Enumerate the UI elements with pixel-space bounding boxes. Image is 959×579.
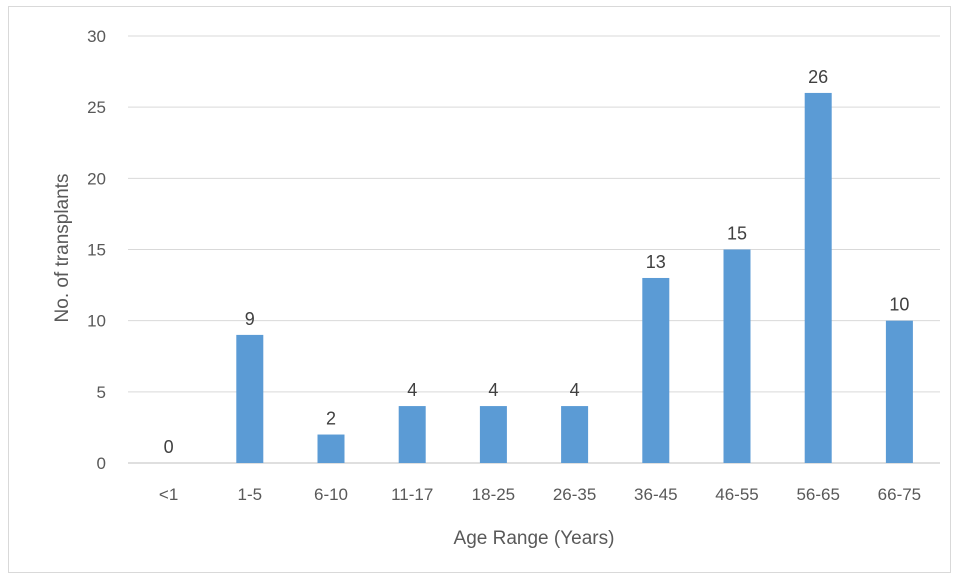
- x-tick-label: 56-65: [796, 485, 839, 504]
- bars: [236, 92, 913, 463]
- bar: [723, 249, 751, 463]
- data-label: 9: [245, 309, 255, 329]
- x-tick-label: 18-25: [472, 485, 515, 504]
- x-tick-label: 46-55: [715, 485, 758, 504]
- y-axis-ticks: 0 5 10 15 20 25 30: [87, 27, 106, 473]
- bar: [236, 334, 264, 463]
- y-tick-label: 20: [87, 169, 106, 188]
- data-label: 13: [646, 252, 666, 272]
- x-tick-label: 26-35: [553, 485, 596, 504]
- y-tick-label: 30: [87, 27, 106, 46]
- y-tick-label: 0: [97, 454, 106, 473]
- x-tick-label: 66-75: [878, 485, 921, 504]
- data-label: 4: [488, 380, 498, 400]
- bar: [479, 406, 507, 463]
- bar: [642, 277, 670, 463]
- gridlines: [128, 35, 940, 464]
- x-tick-label: <1: [159, 485, 178, 504]
- x-axis-ticks: <1 1-5 6-10 11-17 18-25 26-35 36-45 46-55 56-65 6…: [159, 485, 921, 504]
- bar: [317, 434, 345, 463]
- data-label: 2: [326, 409, 336, 429]
- bar: [804, 92, 832, 463]
- data-label: 10: [889, 295, 909, 315]
- data-label: 4: [407, 380, 417, 400]
- bar: [885, 320, 913, 463]
- y-axis-title: No. of transplants: [52, 174, 73, 323]
- chart-frame: [8, 6, 951, 573]
- bar: [398, 406, 426, 463]
- y-tick-label: 25: [87, 98, 106, 117]
- x-tick-label: 11-17: [391, 485, 433, 504]
- data-labels: 0 9 2 4 4 4 13 15 26 10: [164, 67, 910, 457]
- data-label: 26: [808, 67, 828, 87]
- bar: [561, 406, 589, 463]
- y-tick-label: 10: [87, 312, 106, 331]
- data-label: 15: [727, 224, 747, 244]
- y-tick-label: 5: [97, 383, 106, 402]
- x-tick-label: 1-5: [238, 485, 263, 504]
- data-label: 4: [570, 380, 580, 400]
- y-tick-label: 15: [87, 241, 106, 260]
- data-label: 0: [164, 437, 174, 457]
- x-axis-title: Age Range (Years): [454, 528, 615, 549]
- x-tick-label: 36-45: [634, 485, 677, 504]
- x-tick-label: 6-10: [314, 485, 348, 504]
